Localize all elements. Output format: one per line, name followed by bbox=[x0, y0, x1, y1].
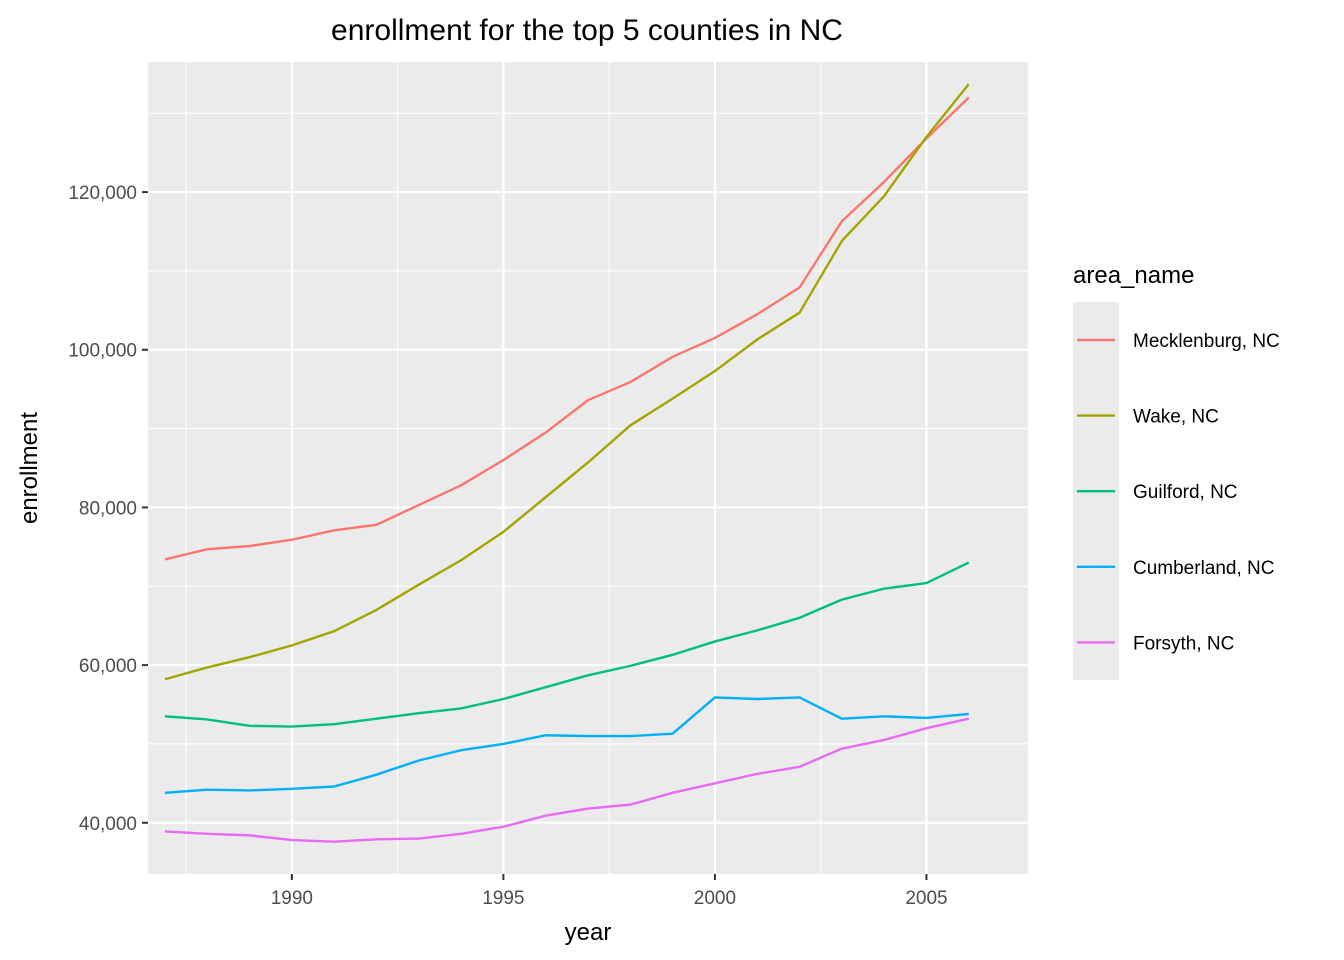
y-tick-label: 100,000 bbox=[68, 341, 137, 362]
y-axis: 40,000 60,000 80,000 100,000 120,000 bbox=[68, 183, 148, 835]
chart-title: enrollment for the top 5 counties in NC bbox=[331, 14, 843, 47]
legend-label: Mecklenburg, NC bbox=[1133, 331, 1280, 352]
legend-label: Cumberland, NC bbox=[1133, 558, 1275, 579]
series-line-3 bbox=[164, 561, 970, 728]
grid-major bbox=[148, 62, 1028, 874]
series-line-4 bbox=[164, 696, 969, 794]
x-axis: 1990 1995 2000 2005 bbox=[271, 874, 948, 909]
series-line-1 bbox=[164, 96, 970, 561]
series-line-2 bbox=[164, 83, 970, 681]
x-tick-label: 2000 bbox=[694, 888, 736, 909]
legend-items: Mecklenburg, NC Wake, NC Guilford, NC Cumbe… bbox=[1077, 331, 1280, 654]
legend: area_name Mecklenburg, NC Wake, NC Guilfor… bbox=[1073, 262, 1280, 680]
legend-title: area_name bbox=[1073, 262, 1194, 289]
legend-label: Wake, NC bbox=[1133, 407, 1219, 428]
y-tick-label: 40,000 bbox=[79, 814, 137, 835]
x-tick-label: 1995 bbox=[482, 888, 524, 909]
legend-label: Forsyth, NC bbox=[1133, 633, 1234, 654]
y-tick-label: 120,000 bbox=[68, 183, 137, 204]
plot-panel bbox=[148, 62, 1028, 874]
series-layer bbox=[164, 83, 970, 843]
series-line-5 bbox=[164, 717, 970, 843]
legend-label: Guilford, NC bbox=[1133, 482, 1238, 503]
x-axis-title: year bbox=[565, 919, 612, 946]
y-axis-title: enrollment bbox=[16, 412, 43, 524]
y-tick-label: 80,000 bbox=[79, 498, 137, 519]
x-tick-label: 1990 bbox=[271, 888, 313, 909]
y-tick-label: 60,000 bbox=[79, 656, 137, 677]
grid-minor bbox=[148, 62, 1028, 874]
x-tick-label: 2005 bbox=[905, 888, 947, 909]
